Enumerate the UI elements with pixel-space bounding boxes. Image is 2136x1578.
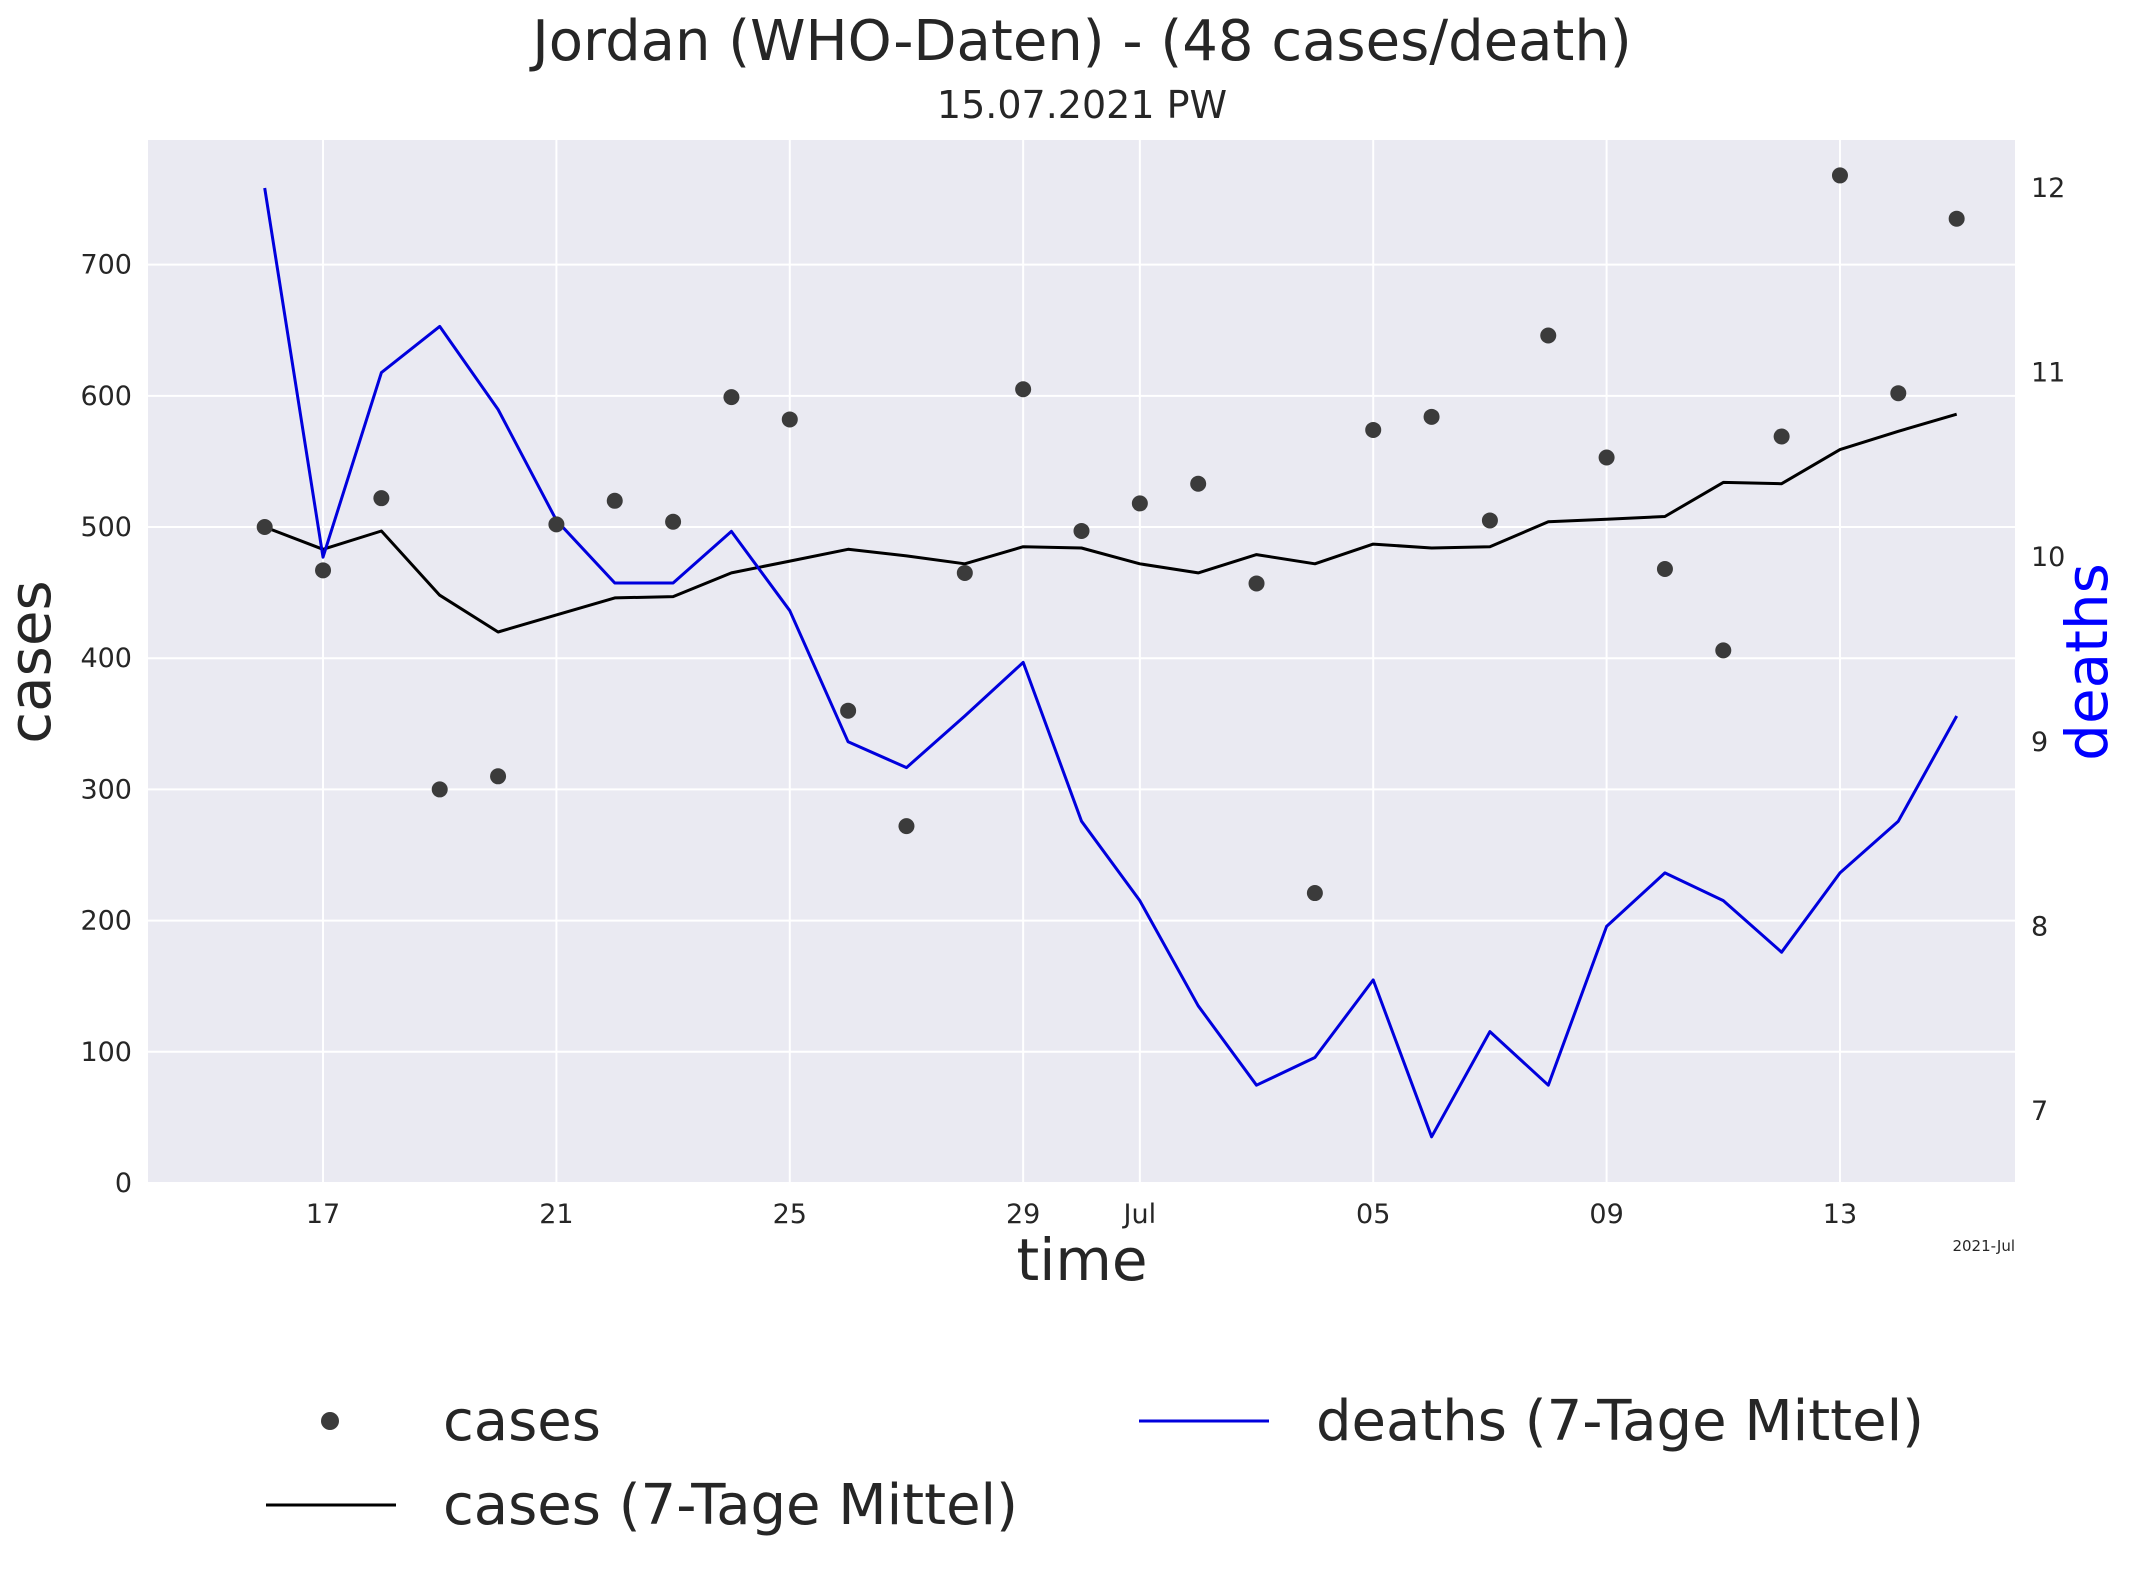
- cases-point: [1015, 381, 1032, 398]
- cases-point: [1598, 449, 1615, 466]
- y-tick-label: 400: [80, 643, 132, 674]
- y2-axis-label: deaths: [2053, 563, 2121, 761]
- y-axis-label: cases: [0, 580, 64, 744]
- cases-point: [1773, 428, 1790, 445]
- cases-point: [490, 768, 507, 785]
- y2-tick-label: 12: [2031, 173, 2065, 204]
- cases-point: [1656, 561, 1673, 578]
- legend-label-deaths-mean: deaths (7-Tage Mittel): [1316, 1389, 1924, 1454]
- x-offset-label: 2021-Jul: [1952, 1237, 2015, 1255]
- x-tick-label: Jul: [1122, 1199, 1157, 1230]
- x-tick-label: 21: [539, 1199, 573, 1230]
- x-axis-label: time: [1016, 1226, 1147, 1294]
- cases-point: [1073, 522, 1090, 539]
- cases-point: [256, 519, 273, 536]
- x-tick-label: 25: [773, 1199, 807, 1230]
- y2-tick-label: 9: [2031, 727, 2048, 758]
- cases-point: [373, 490, 390, 507]
- cases-point: [1306, 885, 1323, 902]
- cases-point: [1481, 512, 1498, 529]
- cases-point: [898, 818, 915, 835]
- y-tick-label: 200: [80, 906, 132, 937]
- cases-point: [1831, 167, 1848, 184]
- cases-point: [1190, 475, 1207, 492]
- legend-label-cases: cases: [443, 1389, 601, 1454]
- ticks-layer: 0 100 200 300 400 500 600 700 17 21 25 29 Jul 05 09 13 7…: [80, 173, 2065, 1230]
- plot-area: [148, 140, 2015, 1183]
- x-tick-label: 29: [1006, 1199, 1040, 1230]
- y-tick-label: 100: [80, 1037, 132, 1068]
- y2-tick-label: 10: [2031, 542, 2065, 573]
- cases-point: [956, 564, 973, 581]
- cases-point: [665, 513, 682, 530]
- x-tick-label: 05: [1356, 1199, 1390, 1230]
- cases-point: [548, 516, 565, 533]
- legend-marker-cases: [321, 1412, 339, 1430]
- y-tick-label: 0: [115, 1168, 132, 1199]
- cases-point: [781, 411, 798, 428]
- legend-label-cases-mean: cases (7-Tage Mittel): [443, 1473, 1018, 1538]
- y-tick-label: 300: [80, 774, 132, 805]
- cases-point: [1890, 385, 1907, 402]
- y-tick-label: 500: [80, 512, 132, 543]
- y2-tick-label: 7: [2031, 1096, 2048, 1127]
- x-tick-label: 13: [1823, 1199, 1857, 1230]
- series-line-cases-7-tage-mittel: [264, 412, 1958, 634]
- cases-point: [315, 562, 332, 579]
- cases-point: [1715, 642, 1732, 659]
- cases-point: [840, 702, 857, 719]
- cases-point: [1540, 327, 1557, 344]
- cases-point: [1131, 495, 1148, 512]
- chart-subtitle: 15.07.2021 PW: [937, 83, 1227, 127]
- y-tick-label: 700: [80, 250, 132, 281]
- cases-point: [431, 781, 448, 798]
- y-tick-label: 600: [80, 381, 132, 412]
- y2-tick-label: 8: [2031, 911, 2048, 942]
- legend: cases cases (7-Tage Mittel) deaths (7-Ta…: [266, 1389, 1924, 1538]
- series-line-deaths-7-tage-mittel: [263, 187, 1959, 1139]
- cases-point: [606, 492, 623, 509]
- cases-point: [1948, 210, 1965, 227]
- series-layer: [256, 167, 1965, 1139]
- x-tick-label: 17: [306, 1199, 340, 1230]
- x-tick-label: 09: [1589, 1199, 1623, 1230]
- y2-tick-label: 11: [2031, 358, 2065, 389]
- cases-point: [1423, 408, 1440, 425]
- chart-title: Jordan (WHO-Daten) - (48 cases/death): [529, 9, 1631, 74]
- cases-point: [723, 389, 740, 406]
- cases-point: [1365, 421, 1382, 438]
- cases-point: [1248, 575, 1265, 592]
